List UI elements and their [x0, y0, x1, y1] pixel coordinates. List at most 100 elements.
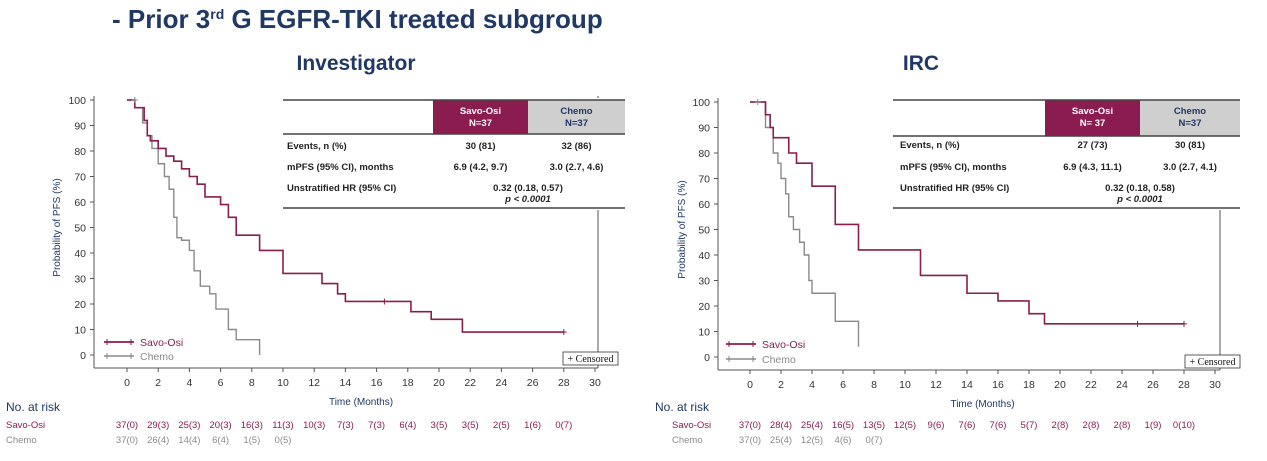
irc-table-row-label: Events, n (%)	[900, 140, 960, 151]
irc-x-tick-label: 30	[1209, 379, 1221, 391]
investigator-chemo-curve	[127, 99, 261, 355]
investigator-x-tick-label: 26	[527, 377, 539, 389]
irc-x-tick-label: 16	[992, 379, 1004, 391]
investigator-table-chemo-header-name: Chemo	[560, 106, 592, 117]
irc-risk-chemo-value: 37(0)	[739, 435, 761, 446]
irc-table-row-chemo: 3.0 (2.7, 4.1)	[1163, 162, 1217, 173]
investigator-risk-savo-value: 3(5)	[462, 420, 479, 431]
investigator-risk-savo-value: 29(3)	[147, 420, 169, 431]
investigator-savo-osi-curve	[127, 99, 564, 333]
irc-x-tick-label: 14	[961, 379, 973, 391]
investigator-x-tick-label: 24	[496, 377, 508, 389]
irc-y-tick-label: 40	[698, 250, 710, 262]
title-suffix: G EGFR-TKI treated subgroup	[224, 4, 603, 34]
investigator-risk-savo-value: 7(3)	[368, 420, 385, 431]
investigator-risk-savo-value: 11(3)	[272, 420, 293, 431]
irc-legend-chemo-ticks	[728, 356, 754, 362]
investigator-x-tick-label: 10	[277, 377, 289, 389]
investigator-risk-savo-value: 2(5)	[493, 420, 510, 431]
investigator-table-row-label: mPFS (95% CI), months	[287, 162, 394, 173]
investigator-x-tick-label: 14	[340, 377, 352, 389]
investigator-x-tick-label: 0	[124, 377, 130, 389]
investigator-x-tick-label: 18	[402, 377, 414, 389]
irc-y-tick-label: 20	[698, 301, 710, 313]
investigator-table-row-chemo: 3.0 (2.7, 4.6)	[550, 162, 604, 173]
title-prefix: - Prior 3	[112, 4, 211, 34]
irc-risk-savo-value: 2(8)	[1083, 420, 1100, 431]
irc-risk-savo-value: 13(5)	[863, 420, 885, 431]
investigator-legend-chemo-label: Chemo	[140, 351, 174, 363]
irc-x-tick-label: 22	[1085, 379, 1097, 391]
investigator-censored-box	[562, 351, 619, 366]
investigator-y-tick-label: 20	[74, 299, 86, 311]
investigator-risk-savo-value: 3(5)	[431, 420, 448, 431]
investigator-panel-title: Investigator	[296, 52, 415, 75]
irc-x-tick-label: 20	[1054, 379, 1066, 391]
irc-risk-chemo-label: Chemo	[672, 435, 703, 446]
investigator-x-tick-label: 28	[558, 377, 570, 389]
investigator-risk-savo-value: 1(6)	[524, 420, 541, 431]
investigator-table-chemo-header-n: N=37	[565, 118, 588, 129]
investigator-risk-savo-value: 16(3)	[241, 420, 263, 431]
irc-savo-censor-mark	[1181, 320, 1187, 327]
investigator-x-tick-label: 16	[371, 377, 383, 389]
irc-table-hr-value: 0.32 (0.18, 0.58)	[1105, 183, 1175, 194]
irc-legend-savo-label: Savo-Osi	[762, 339, 805, 351]
irc-x-tick-label: 10	[899, 379, 911, 391]
irc-y-tick-label: 0	[704, 352, 710, 364]
irc-risk-savo-value: 2(8)	[1052, 420, 1069, 431]
irc-risk-chemo-value: 25(4)	[770, 435, 792, 446]
investigator-x-tick-label: 6	[218, 377, 224, 389]
irc-x-tick-label: 0	[747, 379, 753, 391]
investigator-risk-savo-value: 10(3)	[303, 420, 325, 431]
investigator-x-tick-label: 22	[464, 377, 476, 389]
irc-censored-label: + Censored	[1190, 357, 1236, 368]
irc-chemo-censor-mark	[754, 99, 761, 105]
investigator-y-tick-label: 0	[80, 350, 86, 362]
irc-y-tick-label: 10	[698, 327, 710, 339]
irc-x-tick-label: 12	[930, 379, 942, 391]
investigator-risk-chemo-value: 0(5)	[275, 435, 292, 446]
irc-table-chemo-header-n: N=37	[1179, 118, 1202, 129]
irc-legend-savo-ticks	[728, 341, 754, 347]
irc-x-tick-label: 26	[1147, 379, 1159, 391]
investigator-risk-chemo-value: 6(4)	[212, 435, 229, 446]
investigator-savo-censor-mark	[381, 298, 388, 305]
irc-risk-savo-value: 12(5)	[894, 420, 916, 431]
irc-risk-savo-value: 28(4)	[770, 420, 792, 431]
irc-risk-savo-value: 2(8)	[1114, 420, 1131, 431]
investigator-y-tick-label: 70	[74, 172, 86, 184]
irc-table-row-savo: 6.9 (4.3, 11.1)	[1063, 162, 1122, 173]
irc-risk-chemo-value: 0(7)	[866, 435, 883, 446]
irc-table-row-label: mPFS (95% CI), months	[900, 162, 1007, 173]
investigator-y-tick-label: 50	[74, 223, 86, 235]
irc-censored-box	[1184, 354, 1241, 369]
slide-title: - Prior 3rd G EGFR-TKI treated subgroup	[112, 4, 603, 35]
investigator-table-row-label: Events, n (%)	[287, 141, 347, 152]
investigator-x-tick-label: 2	[155, 377, 161, 389]
irc-y-tick-label: 50	[698, 225, 710, 237]
investigator-y-tick-label: 90	[74, 121, 86, 133]
irc-table-row-chemo: 30 (81)	[1175, 140, 1205, 151]
irc-y-tick-label: 100	[692, 97, 710, 109]
investigator-risk-chemo-value: 37(0)	[116, 435, 138, 446]
investigator-risk-savo-value: 25(3)	[178, 420, 200, 431]
investigator-chemo-censor-mark	[131, 97, 138, 103]
investigator-x-axis-label: Time (Months)	[329, 397, 393, 408]
investigator-table-hr-label: Unstratified HR (95% CI)	[287, 183, 396, 194]
investigator-legend-savo-label: Savo-Osi	[140, 337, 183, 349]
investigator-risk-chemo-value: 1(5)	[243, 435, 260, 446]
investigator-savo-censor-mark	[560, 329, 567, 336]
irc-risk-savo-value: 25(4)	[801, 420, 823, 431]
irc-table-savo-header-bg	[1045, 100, 1140, 136]
investigator-risk-chemo-value: 26(4)	[147, 435, 169, 446]
investigator-x-tick-label: 20	[433, 377, 445, 389]
irc-x-tick-label: 4	[809, 379, 815, 391]
irc-risk-chemo-value: 12(5)	[801, 435, 823, 446]
investigator-risk-savo-value: 7(3)	[337, 420, 354, 431]
irc-table-chemo-header-bg	[1140, 100, 1240, 136]
irc-table-savo-header-n: N= 37	[1080, 118, 1106, 129]
investigator-table-hr-value: 0.32 (0.18, 0.57)	[493, 183, 563, 194]
irc-x-tick-label: 2	[778, 379, 784, 391]
irc-risk-savo-value: 0(10)	[1173, 420, 1195, 431]
